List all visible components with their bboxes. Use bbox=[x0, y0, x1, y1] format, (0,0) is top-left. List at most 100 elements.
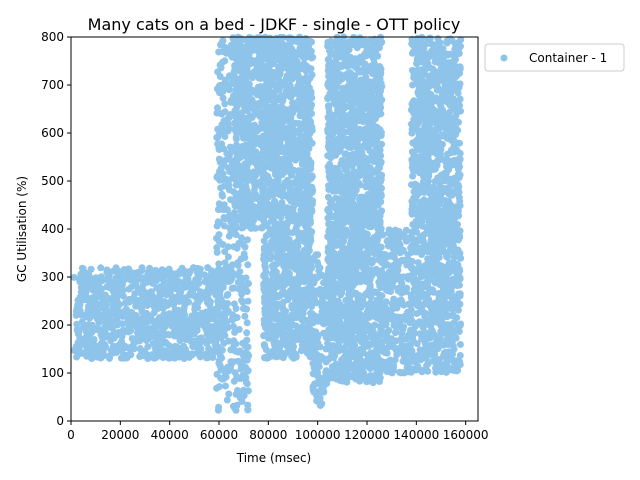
data-point bbox=[234, 261, 242, 269]
data-point bbox=[282, 307, 290, 315]
data-point bbox=[299, 173, 307, 181]
data-point bbox=[213, 370, 221, 378]
data-point bbox=[241, 312, 249, 320]
data-point bbox=[370, 340, 378, 348]
data-point bbox=[247, 58, 255, 66]
data-point bbox=[362, 278, 370, 285]
data-point bbox=[329, 123, 337, 131]
data-point bbox=[231, 314, 239, 322]
data-point bbox=[144, 343, 152, 351]
data-point bbox=[191, 305, 199, 313]
data-point bbox=[242, 103, 250, 111]
data-point bbox=[298, 337, 306, 345]
data-point bbox=[365, 358, 373, 366]
data-point bbox=[356, 34, 364, 42]
data-point bbox=[281, 80, 289, 88]
data-point bbox=[352, 289, 360, 297]
data-point bbox=[304, 140, 312, 148]
data-point bbox=[219, 94, 227, 102]
data-point bbox=[244, 387, 252, 395]
data-point bbox=[243, 319, 251, 327]
data-point bbox=[312, 343, 320, 351]
data-point bbox=[330, 354, 338, 362]
data-point bbox=[340, 116, 348, 124]
data-point bbox=[244, 95, 252, 103]
data-point bbox=[276, 279, 284, 287]
data-point bbox=[356, 273, 364, 281]
data-point bbox=[75, 328, 83, 336]
data-point bbox=[217, 128, 225, 136]
data-point bbox=[104, 274, 112, 282]
data-point bbox=[82, 313, 90, 321]
data-point bbox=[243, 367, 251, 375]
data-point bbox=[299, 125, 307, 133]
data-point bbox=[215, 265, 222, 273]
data-point bbox=[334, 346, 342, 353]
data-point bbox=[269, 160, 277, 168]
data-point bbox=[341, 129, 349, 136]
data-point bbox=[284, 166, 292, 174]
data-point bbox=[277, 201, 285, 208]
data-point bbox=[271, 168, 279, 176]
data-point bbox=[303, 265, 310, 273]
data-point bbox=[325, 55, 333, 63]
data-point bbox=[348, 162, 356, 170]
data-point bbox=[360, 372, 368, 380]
data-point bbox=[250, 186, 258, 194]
data-point bbox=[332, 101, 339, 108]
data-point bbox=[305, 172, 313, 180]
data-point bbox=[307, 88, 315, 96]
data-point bbox=[224, 323, 232, 331]
data-point bbox=[295, 96, 303, 104]
data-point bbox=[374, 374, 381, 381]
data-point bbox=[113, 317, 121, 325]
data-point bbox=[278, 254, 286, 262]
data-point bbox=[328, 246, 336, 254]
data-point bbox=[205, 337, 213, 345]
data-point bbox=[272, 125, 280, 132]
data-point bbox=[159, 289, 167, 297]
data-point bbox=[171, 332, 179, 340]
data-point bbox=[329, 38, 337, 46]
data-point bbox=[106, 354, 113, 362]
data-point bbox=[159, 339, 167, 347]
data-point bbox=[87, 344, 95, 351]
data-point bbox=[349, 135, 357, 142]
data-point bbox=[355, 348, 363, 356]
data-point bbox=[280, 317, 287, 325]
data-point bbox=[234, 271, 242, 279]
data-point bbox=[270, 309, 278, 317]
data-point bbox=[234, 200, 242, 208]
data-point bbox=[331, 70, 339, 78]
data-point bbox=[137, 345, 144, 353]
data-point bbox=[121, 275, 129, 283]
data-point bbox=[84, 283, 92, 291]
data-point bbox=[127, 308, 135, 316]
chart-title: Many cats on a bed - JDKF - single - OTT… bbox=[88, 15, 461, 34]
data-point bbox=[305, 43, 312, 51]
data-point bbox=[264, 77, 272, 85]
data-point bbox=[224, 206, 231, 214]
data-point bbox=[215, 383, 223, 391]
data-point bbox=[348, 191, 356, 199]
data-point bbox=[355, 172, 363, 180]
data-point bbox=[361, 50, 369, 58]
data-point bbox=[274, 300, 282, 308]
data-point bbox=[243, 187, 251, 195]
data-point bbox=[197, 292, 205, 299]
data-point bbox=[304, 118, 311, 126]
data-point bbox=[287, 192, 295, 200]
data-point bbox=[226, 224, 234, 232]
data-point bbox=[204, 264, 212, 272]
data-point bbox=[349, 200, 357, 208]
data-point bbox=[70, 273, 78, 281]
data-point bbox=[215, 288, 223, 296]
data-point bbox=[103, 317, 111, 325]
data-point bbox=[243, 329, 251, 337]
data-point bbox=[265, 47, 273, 55]
data-point bbox=[233, 390, 241, 398]
data-point bbox=[150, 303, 158, 311]
data-point bbox=[245, 38, 253, 46]
data-point bbox=[340, 332, 348, 340]
data-point bbox=[345, 309, 352, 316]
